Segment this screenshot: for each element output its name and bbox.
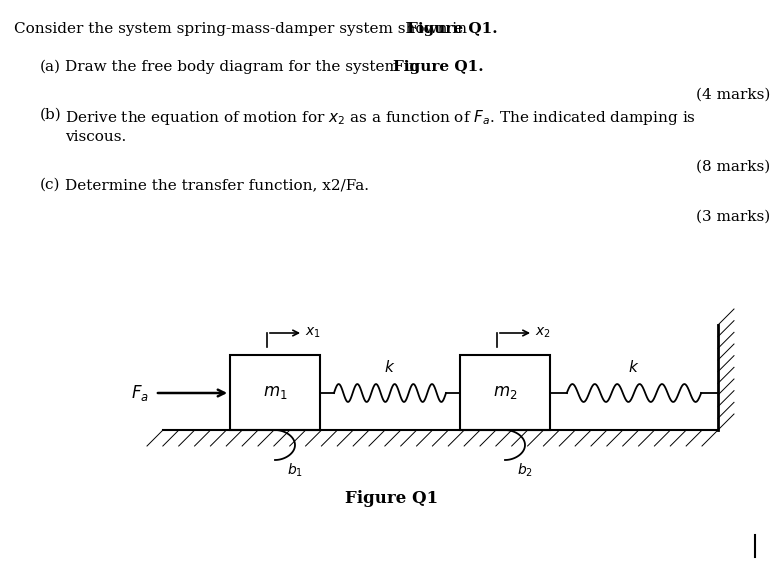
Text: (a): (a) bbox=[40, 60, 61, 74]
Text: $x_2$: $x_2$ bbox=[535, 326, 551, 340]
Text: $b_2$: $b_2$ bbox=[517, 462, 533, 479]
Text: Draw the free body diagram for the system in: Draw the free body diagram for the syste… bbox=[65, 60, 423, 74]
Text: Consider the system spring-mass-damper system shown in: Consider the system spring-mass-damper s… bbox=[14, 22, 472, 36]
Text: $F_a$: $F_a$ bbox=[131, 383, 149, 403]
Text: $b_1$: $b_1$ bbox=[287, 462, 303, 479]
Text: $m_2$: $m_2$ bbox=[493, 384, 517, 401]
Text: $x_1$: $x_1$ bbox=[305, 326, 321, 340]
Text: Figure Q1: Figure Q1 bbox=[346, 490, 438, 507]
Text: $k$: $k$ bbox=[628, 359, 640, 375]
Text: (4 marks): (4 marks) bbox=[695, 88, 770, 102]
Text: Figure Q1.: Figure Q1. bbox=[393, 60, 484, 74]
Text: (c): (c) bbox=[40, 178, 60, 192]
Text: $m_1$: $m_1$ bbox=[263, 384, 287, 401]
Text: Figure Q1.: Figure Q1. bbox=[407, 22, 498, 36]
Bar bbox=[230, 355, 320, 430]
Text: (3 marks): (3 marks) bbox=[695, 210, 770, 224]
Text: Determine the transfer function, x2/Fa.: Determine the transfer function, x2/Fa. bbox=[65, 178, 369, 192]
Text: (8 marks): (8 marks) bbox=[695, 160, 770, 174]
Text: viscous.: viscous. bbox=[65, 130, 126, 144]
Text: Derive the equation of motion for $x_2$ as a function of $F_a$. The indicated da: Derive the equation of motion for $x_2$ … bbox=[65, 108, 696, 127]
Bar bbox=[460, 355, 550, 430]
Text: (b): (b) bbox=[40, 108, 62, 122]
Text: $k$: $k$ bbox=[384, 359, 396, 375]
